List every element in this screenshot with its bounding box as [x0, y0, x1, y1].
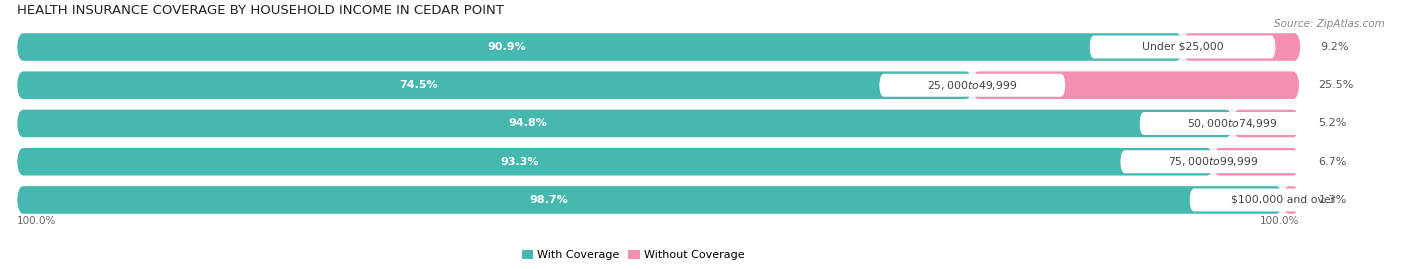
FancyBboxPatch shape — [1213, 148, 1299, 175]
FancyBboxPatch shape — [17, 186, 1299, 214]
Text: 90.9%: 90.9% — [486, 42, 526, 52]
Text: 100.0%: 100.0% — [17, 216, 56, 226]
Text: HEALTH INSURANCE COVERAGE BY HOUSEHOLD INCOME IN CEDAR POINT: HEALTH INSURANCE COVERAGE BY HOUSEHOLD I… — [17, 4, 503, 17]
Text: 100.0%: 100.0% — [1260, 216, 1299, 226]
FancyBboxPatch shape — [17, 72, 1299, 99]
FancyBboxPatch shape — [1233, 110, 1299, 137]
Text: 5.2%: 5.2% — [1319, 118, 1347, 129]
Text: 94.8%: 94.8% — [508, 118, 547, 129]
FancyBboxPatch shape — [17, 186, 1282, 214]
Text: 9.2%: 9.2% — [1320, 42, 1348, 52]
Text: $25,000 to $49,999: $25,000 to $49,999 — [927, 79, 1018, 92]
Text: 93.3%: 93.3% — [501, 157, 538, 167]
Text: 6.7%: 6.7% — [1319, 157, 1347, 167]
Text: $75,000 to $99,999: $75,000 to $99,999 — [1168, 155, 1258, 168]
Text: 1.3%: 1.3% — [1319, 195, 1347, 205]
Text: $50,000 to $74,999: $50,000 to $74,999 — [1188, 117, 1278, 130]
FancyBboxPatch shape — [1182, 33, 1301, 61]
Legend: With Coverage, Without Coverage: With Coverage, Without Coverage — [517, 245, 749, 265]
FancyBboxPatch shape — [879, 74, 1066, 97]
FancyBboxPatch shape — [1282, 186, 1299, 214]
FancyBboxPatch shape — [1140, 112, 1326, 135]
FancyBboxPatch shape — [17, 33, 1182, 61]
FancyBboxPatch shape — [17, 148, 1213, 175]
Text: 25.5%: 25.5% — [1319, 80, 1354, 90]
FancyBboxPatch shape — [17, 110, 1233, 137]
Text: Source: ZipAtlas.com: Source: ZipAtlas.com — [1274, 19, 1385, 29]
FancyBboxPatch shape — [17, 72, 973, 99]
FancyBboxPatch shape — [1121, 150, 1306, 173]
Text: 98.7%: 98.7% — [529, 195, 568, 205]
Text: $100,000 and over: $100,000 and over — [1230, 195, 1334, 205]
FancyBboxPatch shape — [973, 72, 1299, 99]
FancyBboxPatch shape — [1090, 36, 1275, 58]
FancyBboxPatch shape — [17, 148, 1299, 175]
FancyBboxPatch shape — [1189, 189, 1375, 211]
Text: 74.5%: 74.5% — [399, 80, 437, 90]
FancyBboxPatch shape — [17, 110, 1299, 137]
FancyBboxPatch shape — [17, 33, 1299, 61]
Text: Under $25,000: Under $25,000 — [1142, 42, 1223, 52]
